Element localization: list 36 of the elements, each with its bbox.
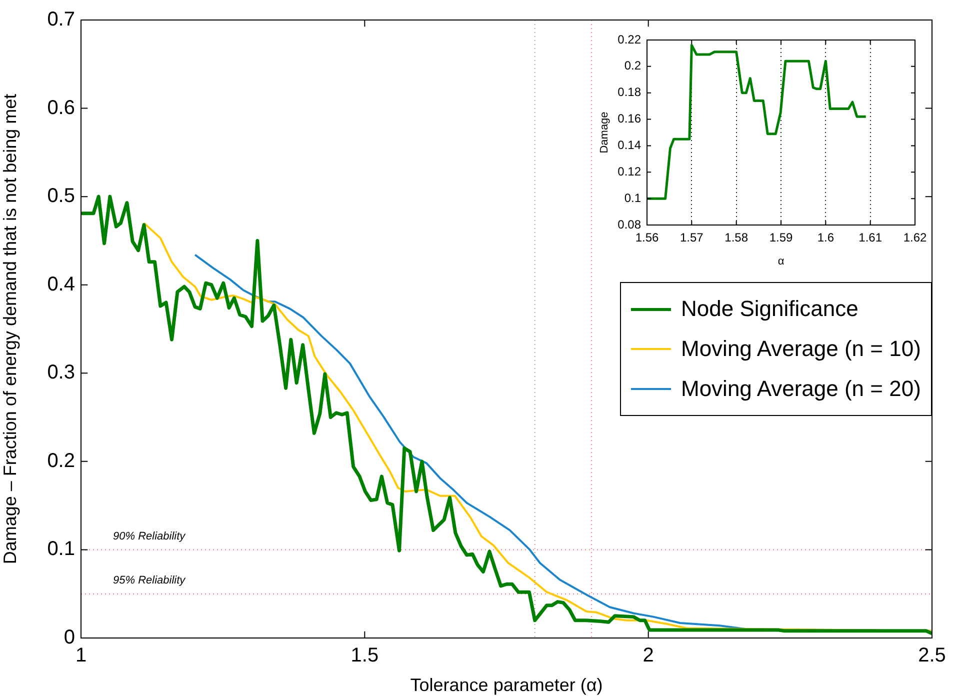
y-tick-label: 0.2 — [624, 58, 642, 73]
y-tick-label: 0.5 — [47, 185, 75, 208]
legend-label: Node Significance — [681, 296, 858, 322]
y-tick-label: 0.18 — [618, 85, 642, 100]
x-tick-label: 1.62 — [903, 230, 927, 245]
x-tick-label: 1 — [75, 644, 87, 667]
legend-label: Moving Average (n = 20) — [681, 376, 921, 402]
x-tick-label: 2.5 — [918, 644, 946, 667]
x-tick-label: 1.57 — [680, 230, 704, 245]
x-axis-title: Tolerance parameter (α) — [410, 675, 603, 696]
x-tick-label: 1.56 — [635, 230, 659, 245]
y-tick-label: 0.3 — [47, 362, 75, 384]
x-tick-label: 2 — [642, 644, 654, 667]
x-axis-title: α — [778, 255, 785, 268]
x-tick-label: 1.5 — [350, 644, 379, 667]
y-tick-label: 0 — [64, 626, 75, 649]
y-tick-label: 0.4 — [47, 273, 75, 296]
ref-line-label: 95% Reliability — [113, 574, 187, 586]
y-tick-label: 0.7 — [47, 8, 75, 31]
y-tick-label: 0.6 — [47, 96, 75, 119]
x-tick-label: 1.6 — [817, 230, 834, 245]
y-axis-title: Damage — [598, 112, 611, 154]
x-tick-label: 1.58 — [724, 230, 748, 245]
y-tick-label: 0.22 — [618, 32, 642, 46]
y-tick-label: 0.08 — [618, 217, 642, 232]
y-tick-label: 0.2 — [47, 450, 75, 472]
x-tick-label: 1.61 — [858, 230, 882, 245]
y-tick-label: 0.1 — [624, 190, 642, 205]
ref-line-label: 90% Reliability — [113, 530, 187, 542]
y-tick-label: 0.1 — [47, 538, 75, 560]
y-tick-label: 0.16 — [618, 112, 642, 126]
legend-label: Moving Average (n = 10) — [681, 336, 921, 362]
y-axis-title: Damage – Fraction of energy demand that is not being met — [0, 94, 20, 564]
x-tick-label: 1.59 — [769, 230, 793, 245]
y-tick-label: 0.14 — [618, 138, 642, 152]
y-tick-label: 0.12 — [618, 164, 642, 178]
